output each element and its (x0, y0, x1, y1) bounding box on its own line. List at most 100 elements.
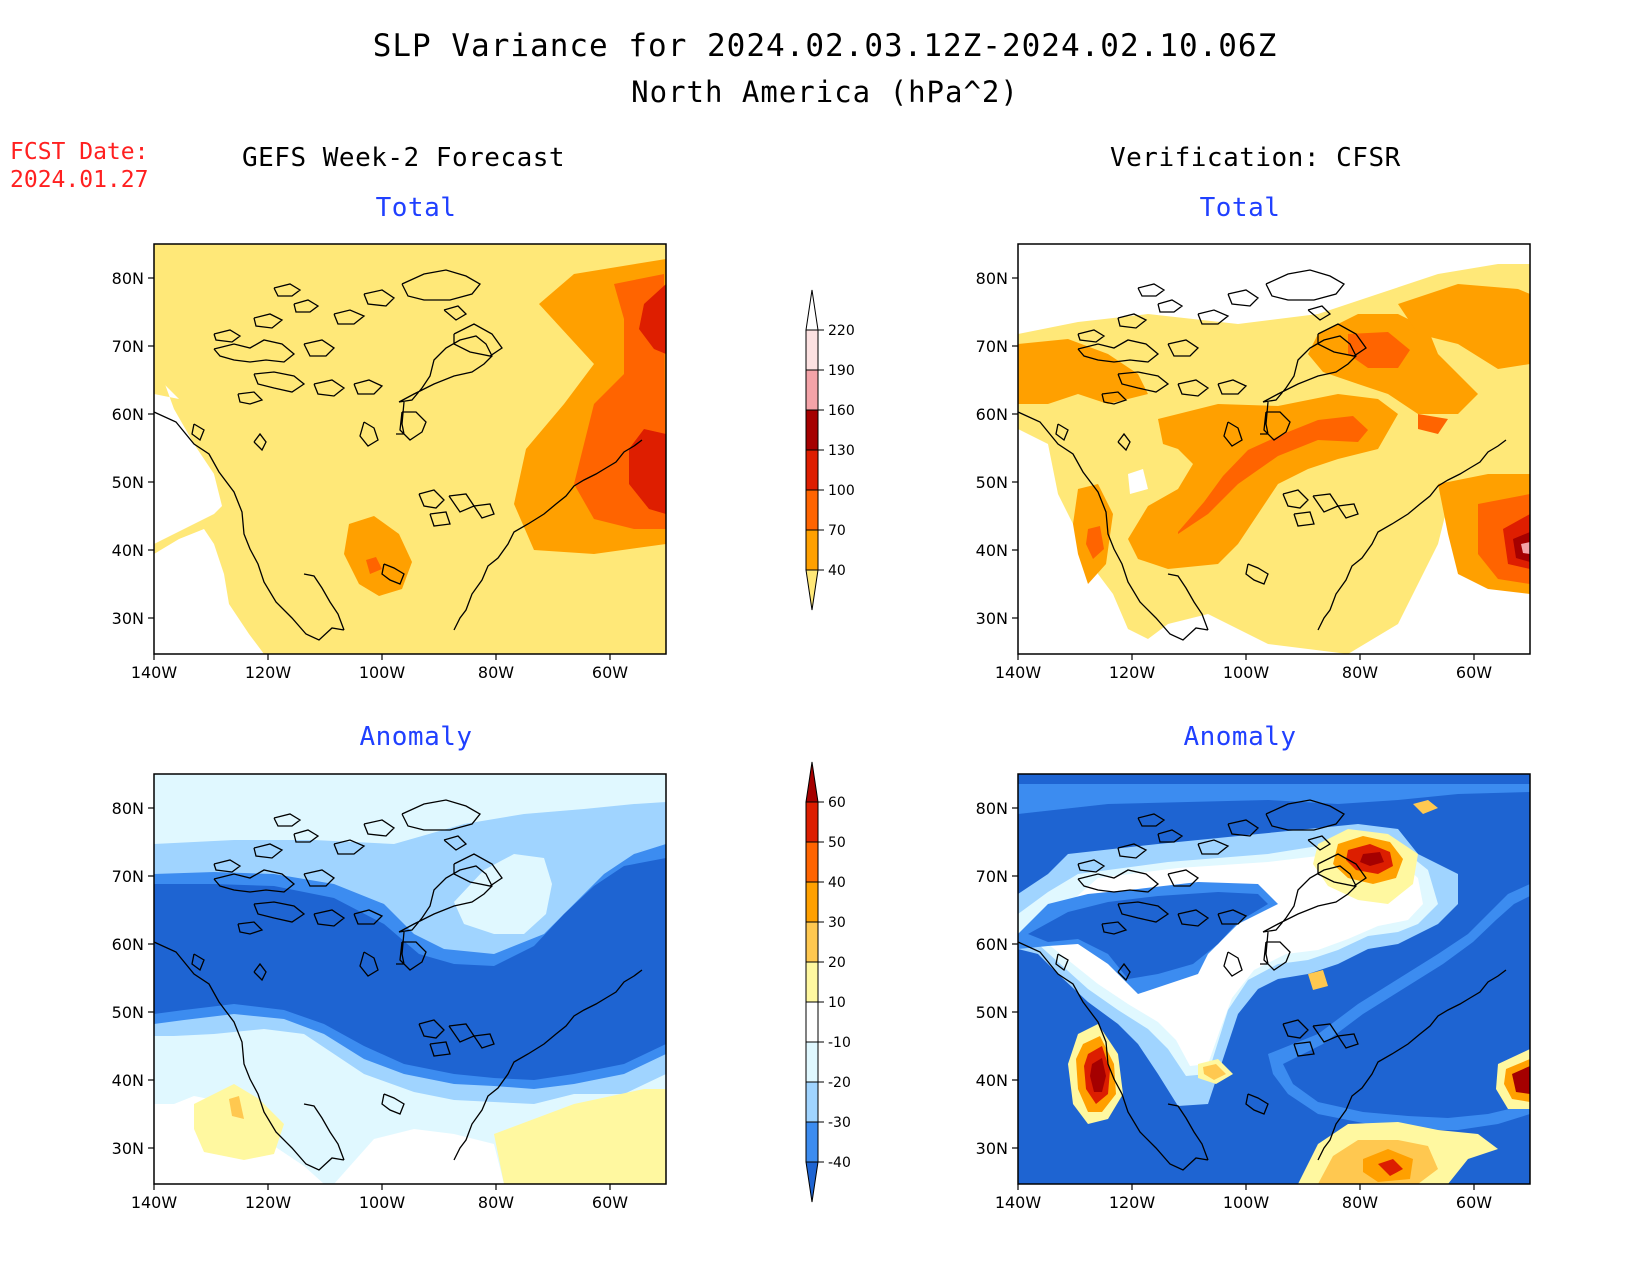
colorbar-segment (805, 569, 819, 611)
colorbar-label: 60 (828, 795, 846, 811)
colorbar-label: 40 (828, 875, 846, 891)
colorbar-segment (805, 529, 819, 571)
column-title-verification: Verification: CFSR (1110, 143, 1401, 173)
colorbar-segment (805, 841, 819, 883)
lat-tick-label: 40N (112, 1071, 144, 1090)
colorbar-segment (805, 1001, 819, 1043)
colorbar-segment (805, 801, 819, 843)
colorbar-label: 70 (828, 523, 846, 539)
lon-tick-label: 120W (1109, 663, 1156, 682)
frame-forecast-anomaly (153, 773, 667, 1185)
colorbar-label: -20 (828, 1075, 851, 1091)
lon-tick-label: 60W (1456, 1193, 1492, 1212)
lon-tick-label: 100W (1223, 663, 1270, 682)
colorbar-segment (805, 289, 819, 331)
colorbar-label: -40 (828, 1155, 851, 1171)
lat-tick-label: 30N (976, 609, 1008, 628)
lat-tick-label: 50N (976, 473, 1008, 492)
colorbar-label: 220 (828, 323, 855, 339)
column-title-forecast: GEFS Week-2 Forecast (242, 143, 566, 173)
lat-tick-label: 40N (112, 541, 144, 560)
colorbar-label: 130 (828, 443, 855, 459)
colorbar-segment (805, 1121, 819, 1163)
colorbar-segment (805, 449, 819, 491)
lat-tick-label: 70N (976, 337, 1008, 356)
panel-subtitle-verification-total: Total (1199, 193, 1281, 223)
colorbar-label: 30 (828, 915, 846, 931)
lon-tick-label: 80W (478, 1193, 514, 1212)
lon-tick-label: 80W (478, 663, 514, 682)
lon-tick-label: 60W (592, 663, 628, 682)
lat-tick-label: 70N (112, 337, 144, 356)
lat-tick-label: 70N (112, 867, 144, 886)
lon-tick-label: 100W (359, 663, 406, 682)
lat-tick-label: 60N (112, 935, 144, 954)
lat-tick-label: 80N (112, 799, 144, 818)
colorbar-total: 220 190 160 130 100 70 40 (805, 289, 855, 611)
map-forecast-total (153, 244, 666, 654)
colorbar-label: 40 (828, 563, 846, 579)
colorbar-label: 160 (828, 403, 855, 419)
colorbar-label: 100 (828, 483, 855, 499)
colorbar-segment (805, 489, 819, 531)
lat-tick-label: 30N (112, 609, 144, 628)
lon-tick-label: 140W (995, 1193, 1042, 1212)
lat-tick-label: 70N (976, 867, 1008, 886)
panel-subtitle-forecast-total: Total (375, 193, 457, 223)
panel-subtitle-verification-anomaly: Anomaly (1183, 722, 1297, 752)
map-verification-anomaly (1017, 774, 1530, 1184)
main-title: SLP Variance for 2024.02.03.12Z-2024.02.… (372, 28, 1278, 64)
colorbar-segment (805, 1161, 819, 1203)
lon-tick-label: 80W (1342, 663, 1378, 682)
colorbar-segment (805, 1041, 819, 1083)
colorbar-segment (805, 921, 819, 963)
colorbar-label: -30 (828, 1115, 851, 1131)
colorbar-label: 190 (828, 363, 855, 379)
frame-verification-anomaly (1017, 773, 1531, 1185)
lat-tick-label: 80N (112, 269, 144, 288)
main-subtitle: North America (hPa^2) (631, 75, 1019, 109)
lon-tick-label: 140W (131, 1193, 178, 1212)
colorbar-segment (805, 409, 819, 451)
lon-tick-label: 80W (1342, 1193, 1378, 1212)
lon-tick-label: 100W (1223, 1193, 1270, 1212)
lon-tick-label: 60W (1456, 663, 1492, 682)
lon-tick-label: 120W (245, 663, 292, 682)
forecast-date-label: FCST Date: 2024.01.27 (10, 138, 148, 194)
lat-tick-label: 30N (112, 1139, 144, 1158)
lat-tick-label: 60N (976, 935, 1008, 954)
colorbar-label: -10 (828, 1035, 851, 1051)
lat-tick-label: 60N (112, 405, 144, 424)
colorbar-label: 10 (828, 995, 846, 1011)
colorbar-segment (805, 329, 819, 371)
lon-tick-label: 140W (995, 663, 1042, 682)
frame-verification-total (1017, 243, 1531, 655)
colorbar-segment (805, 1081, 819, 1123)
lat-tick-label: 30N (976, 1139, 1008, 1158)
frame-forecast-total (153, 243, 667, 655)
lat-tick-label: 80N (976, 799, 1008, 818)
lon-tick-label: 120W (245, 1193, 292, 1212)
lat-tick-label: 40N (976, 1071, 1008, 1090)
lat-tick-label: 40N (976, 541, 1008, 560)
fcst-date-value: 2024.01.27 (10, 167, 149, 193)
colorbar-label: 20 (828, 955, 846, 971)
lat-tick-label: 80N (976, 269, 1008, 288)
axes-layer: 80N 70N 60N 50N 40N 30N 140W 120W 100W 80W 60W 80N 7… (112, 269, 1493, 1212)
lon-tick-label: 60W (592, 1193, 628, 1212)
lon-tick-label: 140W (131, 663, 178, 682)
lat-tick-label: 50N (976, 1003, 1008, 1022)
map-forecast-anomaly (153, 774, 666, 1184)
lon-tick-label: 120W (1109, 1193, 1156, 1212)
colorbar-label: 50 (828, 835, 846, 851)
colorbar-anomaly: 60 50 40 30 20 10 -10 -20 -30 -40 (805, 761, 851, 1203)
lon-tick-label: 100W (359, 1193, 406, 1212)
map-verification-total (1017, 244, 1530, 654)
colorbar-segment (805, 369, 819, 411)
panel-subtitle-forecast-anomaly: Anomaly (359, 722, 473, 752)
colorbar-segment (805, 761, 819, 803)
lat-tick-label: 50N (112, 1003, 144, 1022)
fcst-date-caption: FCST Date: (10, 139, 149, 165)
colorbar-segment (805, 881, 819, 923)
